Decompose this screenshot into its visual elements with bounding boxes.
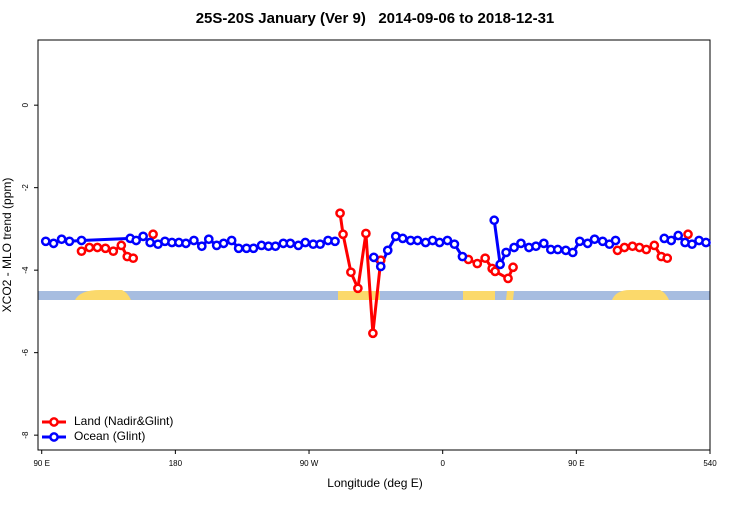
x-tick-label: 90 W [300,459,319,468]
data-point [434,237,445,248]
data-point [128,253,139,264]
data-point [641,244,652,255]
data-point [218,238,229,249]
data-point [40,236,51,247]
data-point [531,241,541,252]
x-tick-label: 0 [440,459,445,468]
data-point [449,239,460,250]
data-point [552,244,563,255]
data-point [116,240,127,251]
land-band [75,290,131,300]
data-point [84,242,95,253]
data-point [100,243,111,254]
data-point [226,235,237,246]
data-point [495,259,506,270]
data-point [397,233,408,244]
data-point [649,240,660,251]
y-tick-label: -4 [21,266,30,274]
data-point [330,236,340,247]
data-point [76,246,87,257]
data-point [619,242,630,253]
data-point [538,238,549,249]
data-point [233,243,244,254]
data-point [56,234,67,245]
data-point [315,239,326,250]
land-band [463,291,495,300]
data-point [375,261,386,272]
x-tick-label: 540 [703,459,717,468]
data-point [145,237,155,248]
data-point [589,234,600,245]
data-point [516,238,526,249]
y-axis-label: XCO2 - MLO trend (ppm) [0,178,14,313]
data-point [368,328,378,339]
series-line [82,213,689,333]
data-point [361,228,371,239]
legend-label: Land (Nadir&Glint) [74,414,173,428]
data-point [412,235,423,246]
data-point [662,253,673,264]
data-point [582,238,593,249]
legend-marker [49,417,59,427]
data-point [203,234,214,245]
data-point [472,258,483,269]
x-tick-label: 180 [169,459,183,468]
data-point [610,235,621,246]
data-point [335,208,345,219]
data-point [490,266,500,277]
y-tick-label: -6 [21,349,30,357]
land-ocean-band [38,290,710,300]
legend-label: Ocean (Glint) [74,429,145,443]
data-point [64,236,75,247]
data-point [457,251,468,262]
data-point [196,241,207,252]
data-point [108,246,119,257]
data-point [503,273,513,284]
data-point [509,242,519,253]
data-point [138,231,148,242]
chart-title: 25S-20S January (Ver 9) 2014-09-06 to 20… [196,10,555,27]
data-point [480,253,491,264]
land-band [506,291,514,300]
data-point [353,283,363,294]
data-point [567,247,578,258]
data-point [131,235,142,246]
data-point [501,247,511,258]
data-point [574,236,585,247]
land-band [338,291,380,300]
data-point [270,241,281,252]
data-point [300,237,311,248]
data-point [382,245,393,256]
y-tick-label: -8 [21,431,30,439]
y-tick-label: -2 [21,184,30,192]
data-point [508,262,518,273]
x-tick-label: 90 E [568,459,584,468]
data-point [666,235,677,246]
data-point [368,252,379,263]
data-point [346,267,356,278]
data-point [338,229,348,240]
data-point [673,230,684,241]
data-point [76,235,87,246]
data-point [148,229,158,240]
data-point [683,229,693,240]
land-band [612,290,669,300]
data-point [92,242,103,253]
data-point [48,238,59,249]
data-point [248,243,259,254]
data-point [489,215,500,226]
data-point [701,237,711,248]
data-point [189,235,199,246]
data-point [285,238,296,249]
legend-marker [49,432,59,442]
data-point [181,238,191,249]
y-tick-label: 0 [21,102,30,107]
data-point [442,235,453,246]
data-point [687,239,697,250]
x-axis-label: Longitude (deg E) [327,476,422,490]
x-tick-label: 90 E [33,459,49,468]
